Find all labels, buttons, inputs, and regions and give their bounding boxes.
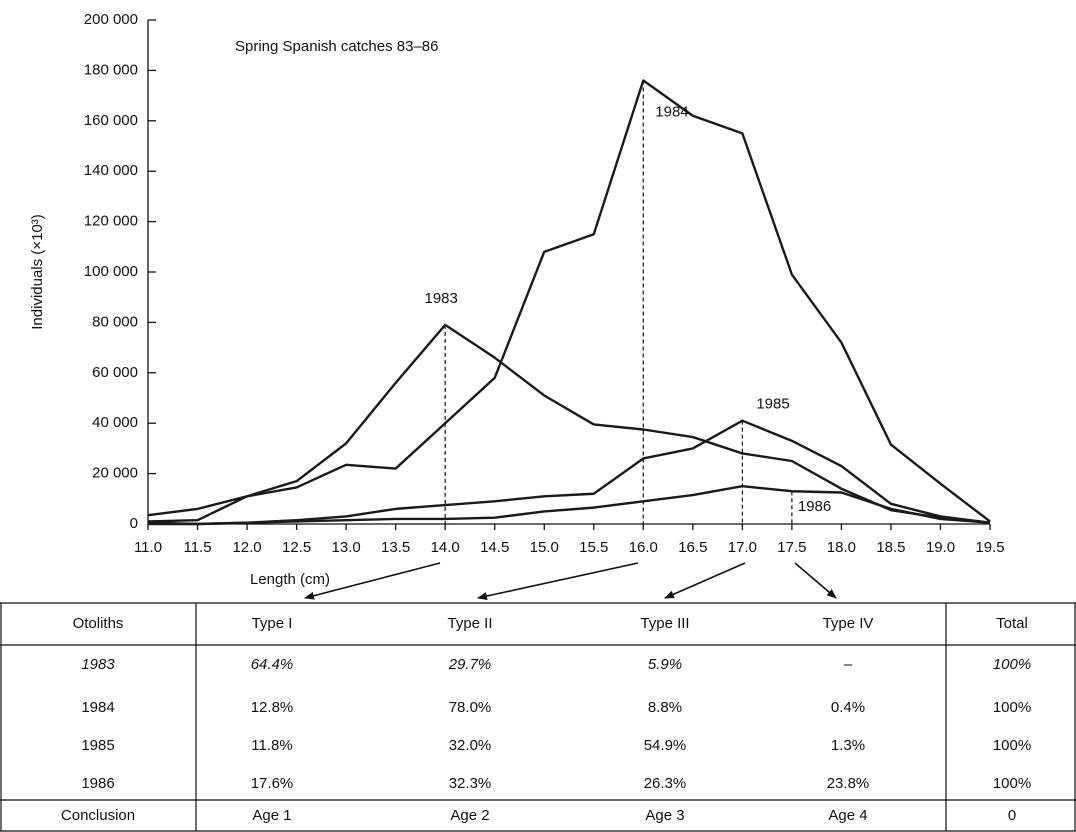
table-cell: 23.8% bbox=[827, 775, 870, 792]
arrow bbox=[664, 562, 746, 599]
table-cell: 12.8% bbox=[251, 699, 294, 716]
series-line bbox=[147, 79, 991, 523]
table-cell: 1984 bbox=[81, 699, 114, 716]
series-label: 1986 bbox=[798, 498, 831, 515]
x-tick-label: 16.5 bbox=[678, 539, 707, 556]
x-tick-label: 15.0 bbox=[530, 539, 559, 556]
series-line bbox=[147, 323, 991, 524]
table-cell: 8.8% bbox=[648, 699, 682, 716]
table-cell: 100% bbox=[993, 775, 1031, 792]
table-cell: 1985 bbox=[81, 737, 114, 754]
arrow bbox=[304, 562, 441, 600]
x-tick-label: 19.5 bbox=[975, 539, 1004, 556]
table-cell: 100% bbox=[993, 737, 1031, 754]
table-cell: 100% bbox=[993, 656, 1031, 673]
x-tick-label: 13.0 bbox=[332, 539, 361, 556]
table-header: Type III bbox=[640, 615, 689, 632]
y-axis-label: Individuals (×10³) bbox=[29, 214, 46, 329]
y-tick-label: 120 000 bbox=[84, 213, 138, 230]
table-cell: 1.3% bbox=[831, 737, 865, 754]
chart-title: Spring Spanish catches 83–86 bbox=[235, 38, 438, 55]
x-tick-label: 14.0 bbox=[431, 539, 460, 556]
table-cell: 11.8% bbox=[251, 737, 292, 754]
table-cell: 5.9% bbox=[648, 656, 682, 673]
table-cell: Age 2 bbox=[450, 807, 489, 824]
x-tick-label: 18.5 bbox=[876, 539, 905, 556]
table-cell: 78.0% bbox=[449, 699, 492, 716]
y-tick-label: 160 000 bbox=[84, 112, 138, 129]
table-header: Total bbox=[996, 615, 1028, 632]
y-tick-label: 20 000 bbox=[92, 465, 138, 482]
table-cell: 1986 bbox=[81, 775, 114, 792]
table-cell: Age 3 bbox=[645, 807, 684, 824]
series-label: 1983 bbox=[424, 290, 457, 307]
table-cell: – bbox=[843, 656, 853, 673]
x-tick-label: 16.0 bbox=[629, 539, 658, 556]
series-label: 1985 bbox=[756, 396, 789, 413]
x-tick-label: 12.5 bbox=[282, 539, 311, 556]
x-tick-label: 17.0 bbox=[728, 539, 757, 556]
x-tick-label: 11.5 bbox=[183, 539, 211, 556]
x-tick-label: 13.5 bbox=[381, 539, 410, 556]
table-cell: 26.3% bbox=[644, 775, 687, 792]
arrow bbox=[794, 562, 837, 599]
table-header: Type II bbox=[447, 615, 492, 632]
table-header: Otoliths bbox=[73, 615, 124, 632]
y-tick-label: 60 000 bbox=[92, 364, 138, 381]
series-line bbox=[148, 485, 991, 526]
table-cell: Age 4 bbox=[828, 807, 867, 824]
table-cell: 100% bbox=[993, 699, 1031, 716]
arrows bbox=[304, 562, 837, 600]
table-cell: 0 bbox=[1008, 807, 1016, 824]
table-cell: 54.9% bbox=[644, 737, 687, 754]
y-tick-label: 180 000 bbox=[84, 61, 138, 78]
x-tick-label: 19.0 bbox=[926, 539, 955, 556]
x-tick-label: 12.0 bbox=[232, 539, 261, 556]
table-header: Type IV bbox=[823, 615, 874, 632]
table-cell: Age 1 bbox=[252, 807, 291, 824]
table-cell: 0.4% bbox=[831, 699, 865, 716]
table-cell: 29.7% bbox=[448, 656, 492, 673]
x-tick-label: 17.5 bbox=[777, 539, 806, 556]
y-tick-label: 0 bbox=[130, 515, 138, 532]
x-tick-label: 14.5 bbox=[480, 539, 509, 556]
y-tick-label: 40 000 bbox=[92, 414, 138, 431]
x-axis-label: Length (cm) bbox=[250, 571, 330, 588]
y-tick-label: 80 000 bbox=[92, 313, 138, 330]
table-cell: 32.3% bbox=[449, 775, 492, 792]
x-tick-label: 18.0 bbox=[827, 539, 856, 556]
series-label: 1984 bbox=[655, 103, 688, 120]
table-frame bbox=[0, 602, 1076, 832]
table-cell: 17.6% bbox=[251, 775, 294, 792]
table-header: Type I bbox=[252, 615, 293, 632]
arrow bbox=[477, 562, 639, 600]
y-tick-label: 140 000 bbox=[84, 162, 138, 179]
table-cell: 32.0% bbox=[449, 737, 492, 754]
y-tick-label: 100 000 bbox=[84, 263, 138, 280]
table-cell: Conclusion bbox=[61, 807, 135, 824]
x-tick-label: 11.0 bbox=[134, 539, 162, 556]
table-cell: 64.4% bbox=[251, 656, 294, 673]
table-cell: 1983 bbox=[81, 656, 115, 673]
y-tick-label: 200 000 bbox=[84, 11, 138, 28]
x-tick-label: 15.5 bbox=[579, 539, 608, 556]
